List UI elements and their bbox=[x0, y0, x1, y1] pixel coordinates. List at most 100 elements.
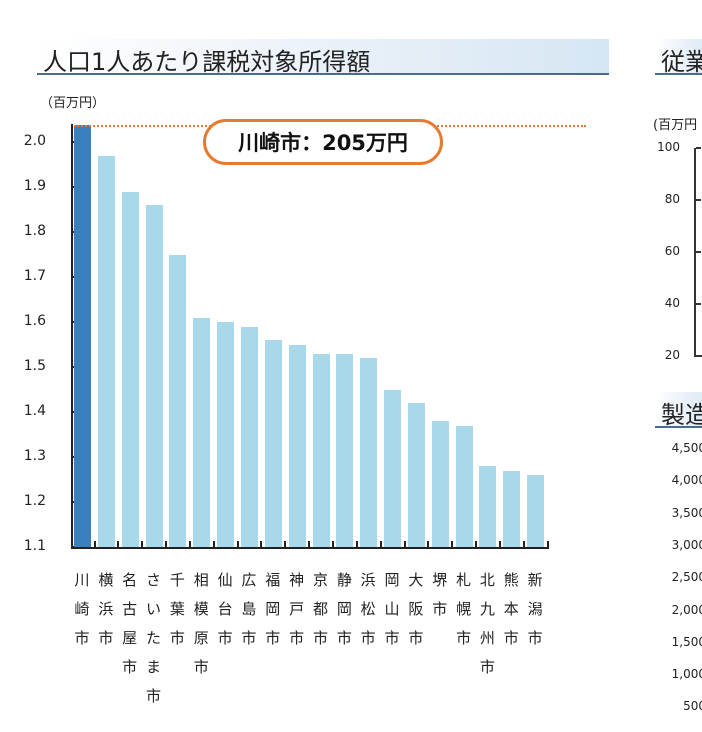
bar bbox=[431, 421, 449, 547]
bar bbox=[384, 389, 402, 547]
x-tick-mark bbox=[427, 541, 430, 547]
bar bbox=[479, 466, 497, 547]
x-tick-label: さいたま市 bbox=[146, 571, 162, 705]
bar bbox=[503, 470, 521, 547]
x-tick-label: 名古屋市 bbox=[122, 571, 138, 676]
y-tick-label: 1.6 bbox=[23, 313, 46, 329]
second-right-y-tick-label: 4,500 bbox=[671, 441, 702, 455]
y-tick-label: 1.8 bbox=[23, 223, 46, 239]
x-tick-mark bbox=[236, 541, 239, 547]
chart-title: 人口1人あたり課税対象所得額 bbox=[43, 48, 371, 76]
right-chart-title: 従業 bbox=[661, 48, 702, 76]
right-y-tick-mark bbox=[696, 251, 701, 253]
bar bbox=[193, 317, 211, 547]
right-y-tick-label: 20 bbox=[664, 348, 680, 362]
second-right-y-tick-label: 1,000 bbox=[671, 667, 702, 682]
bar bbox=[312, 353, 330, 547]
x-tick-label: 広島市 bbox=[241, 571, 257, 647]
x-tick-mark bbox=[93, 541, 96, 547]
x-tick-label: 北九州市 bbox=[479, 571, 495, 676]
x-tick-label: 大阪市 bbox=[408, 571, 424, 647]
bar bbox=[407, 403, 425, 547]
x-tick-label: 浜松市 bbox=[360, 571, 376, 647]
x-tick-mark bbox=[165, 541, 168, 547]
second-right-chart-title: 製造 bbox=[661, 401, 702, 429]
y-tick-label: 1.9 bbox=[23, 178, 46, 194]
bar bbox=[455, 425, 473, 547]
y-axis-line bbox=[71, 124, 73, 548]
x-tick-label: 札幌市 bbox=[456, 571, 472, 647]
x-axis-line bbox=[71, 547, 549, 549]
right-y-tick-mark bbox=[696, 303, 701, 305]
x-tick-mark bbox=[212, 541, 215, 547]
second-right-y-tick-label: 1,500 bbox=[671, 634, 702, 649]
second-right-y-tick-label: 4,000 bbox=[671, 473, 702, 488]
x-tick-label: 熊本市 bbox=[503, 571, 519, 647]
right-y-tick-label: 40 bbox=[664, 296, 680, 310]
x-tick-label: 千葉市 bbox=[169, 571, 185, 647]
bar bbox=[74, 125, 91, 547]
x-tick-label: 福岡市 bbox=[265, 571, 281, 647]
right-y-tick-label: 100 bbox=[657, 140, 680, 154]
x-tick-mark bbox=[117, 541, 120, 547]
y-tick-label: 2.0 bbox=[23, 133, 46, 149]
y-tick-label: 1.1 bbox=[23, 538, 46, 554]
x-tick-mark bbox=[546, 541, 549, 547]
x-tick-mark bbox=[379, 541, 382, 547]
bar bbox=[360, 358, 378, 547]
chart-title-bar: 人口1人あたり課税対象所得額 bbox=[37, 39, 609, 76]
right-y-axis-line bbox=[694, 148, 696, 356]
x-tick-mark bbox=[355, 541, 358, 547]
x-tick-mark bbox=[188, 541, 191, 547]
bar bbox=[169, 254, 187, 547]
y-tick-label: 1.5 bbox=[23, 358, 46, 374]
y-axis-unit: （百万円） bbox=[40, 96, 106, 111]
x-tick-mark bbox=[284, 541, 287, 547]
kawasaki-callout: 川崎市：205万円 bbox=[203, 119, 443, 165]
income-per-capita-chart: 人口1人あたり課税対象所得額 （百万円） 2.0 1.9 1.8 1.7 1.6 1.5 1… bbox=[23, 39, 609, 705]
second-right-chart-title-bar: 製造 bbox=[655, 392, 702, 429]
x-tick-label: 川崎市 bbox=[74, 571, 90, 647]
second-right-y-tick-label: 3,000 bbox=[671, 537, 702, 552]
right-y-tick-mark bbox=[696, 199, 701, 201]
x-tick-label: 新潟市 bbox=[527, 571, 543, 647]
right-x-axis-line bbox=[694, 355, 702, 357]
x-tick-label: 堺市 bbox=[432, 571, 448, 618]
y-tick-label: 1.4 bbox=[23, 403, 46, 419]
bar bbox=[336, 353, 354, 547]
y-tick-label: 1.3 bbox=[23, 448, 46, 464]
bar bbox=[121, 191, 139, 547]
bar bbox=[288, 344, 306, 547]
x-tick-mark bbox=[308, 541, 311, 547]
right-y-tick-mark bbox=[696, 147, 701, 149]
x-tick-label: 京都市 bbox=[312, 571, 328, 647]
second-right-y-tick-label: 2,000 bbox=[671, 602, 702, 617]
x-tick-mark bbox=[498, 541, 501, 547]
right-y-tick-label: 80 bbox=[664, 192, 680, 206]
bar bbox=[264, 340, 282, 547]
x-tick-label: 静岡市 bbox=[336, 571, 352, 647]
bar bbox=[217, 322, 235, 547]
bar bbox=[97, 155, 115, 547]
second-right-y-tick-label: 2,500 bbox=[671, 570, 702, 585]
x-tick-mark bbox=[522, 541, 525, 547]
x-tick-label: 横浜市 bbox=[98, 571, 114, 647]
x-tick-label: 神戸市 bbox=[289, 571, 305, 647]
second-right-y-tick-label: 500 bbox=[683, 699, 702, 714]
x-tick-mark bbox=[475, 541, 478, 547]
x-tick-mark bbox=[451, 541, 454, 547]
bar bbox=[145, 205, 163, 547]
x-tick-mark bbox=[260, 541, 263, 547]
bar bbox=[527, 475, 545, 547]
right-y-tick-label: 60 bbox=[664, 244, 680, 258]
right-chart-title-bar: 従業 bbox=[655, 39, 702, 76]
y-tick-label: 1.2 bbox=[23, 493, 46, 509]
y-tick-label: 1.7 bbox=[23, 268, 46, 284]
bar bbox=[240, 326, 258, 547]
x-tick-mark bbox=[332, 541, 334, 547]
x-tick-label: 岡山市 bbox=[384, 571, 400, 647]
x-tick-mark bbox=[141, 541, 144, 547]
second-right-y-tick-label: 3,500 bbox=[671, 505, 702, 520]
x-tick-label: 相模原市 bbox=[193, 571, 209, 676]
x-tick-mark bbox=[403, 541, 406, 547]
